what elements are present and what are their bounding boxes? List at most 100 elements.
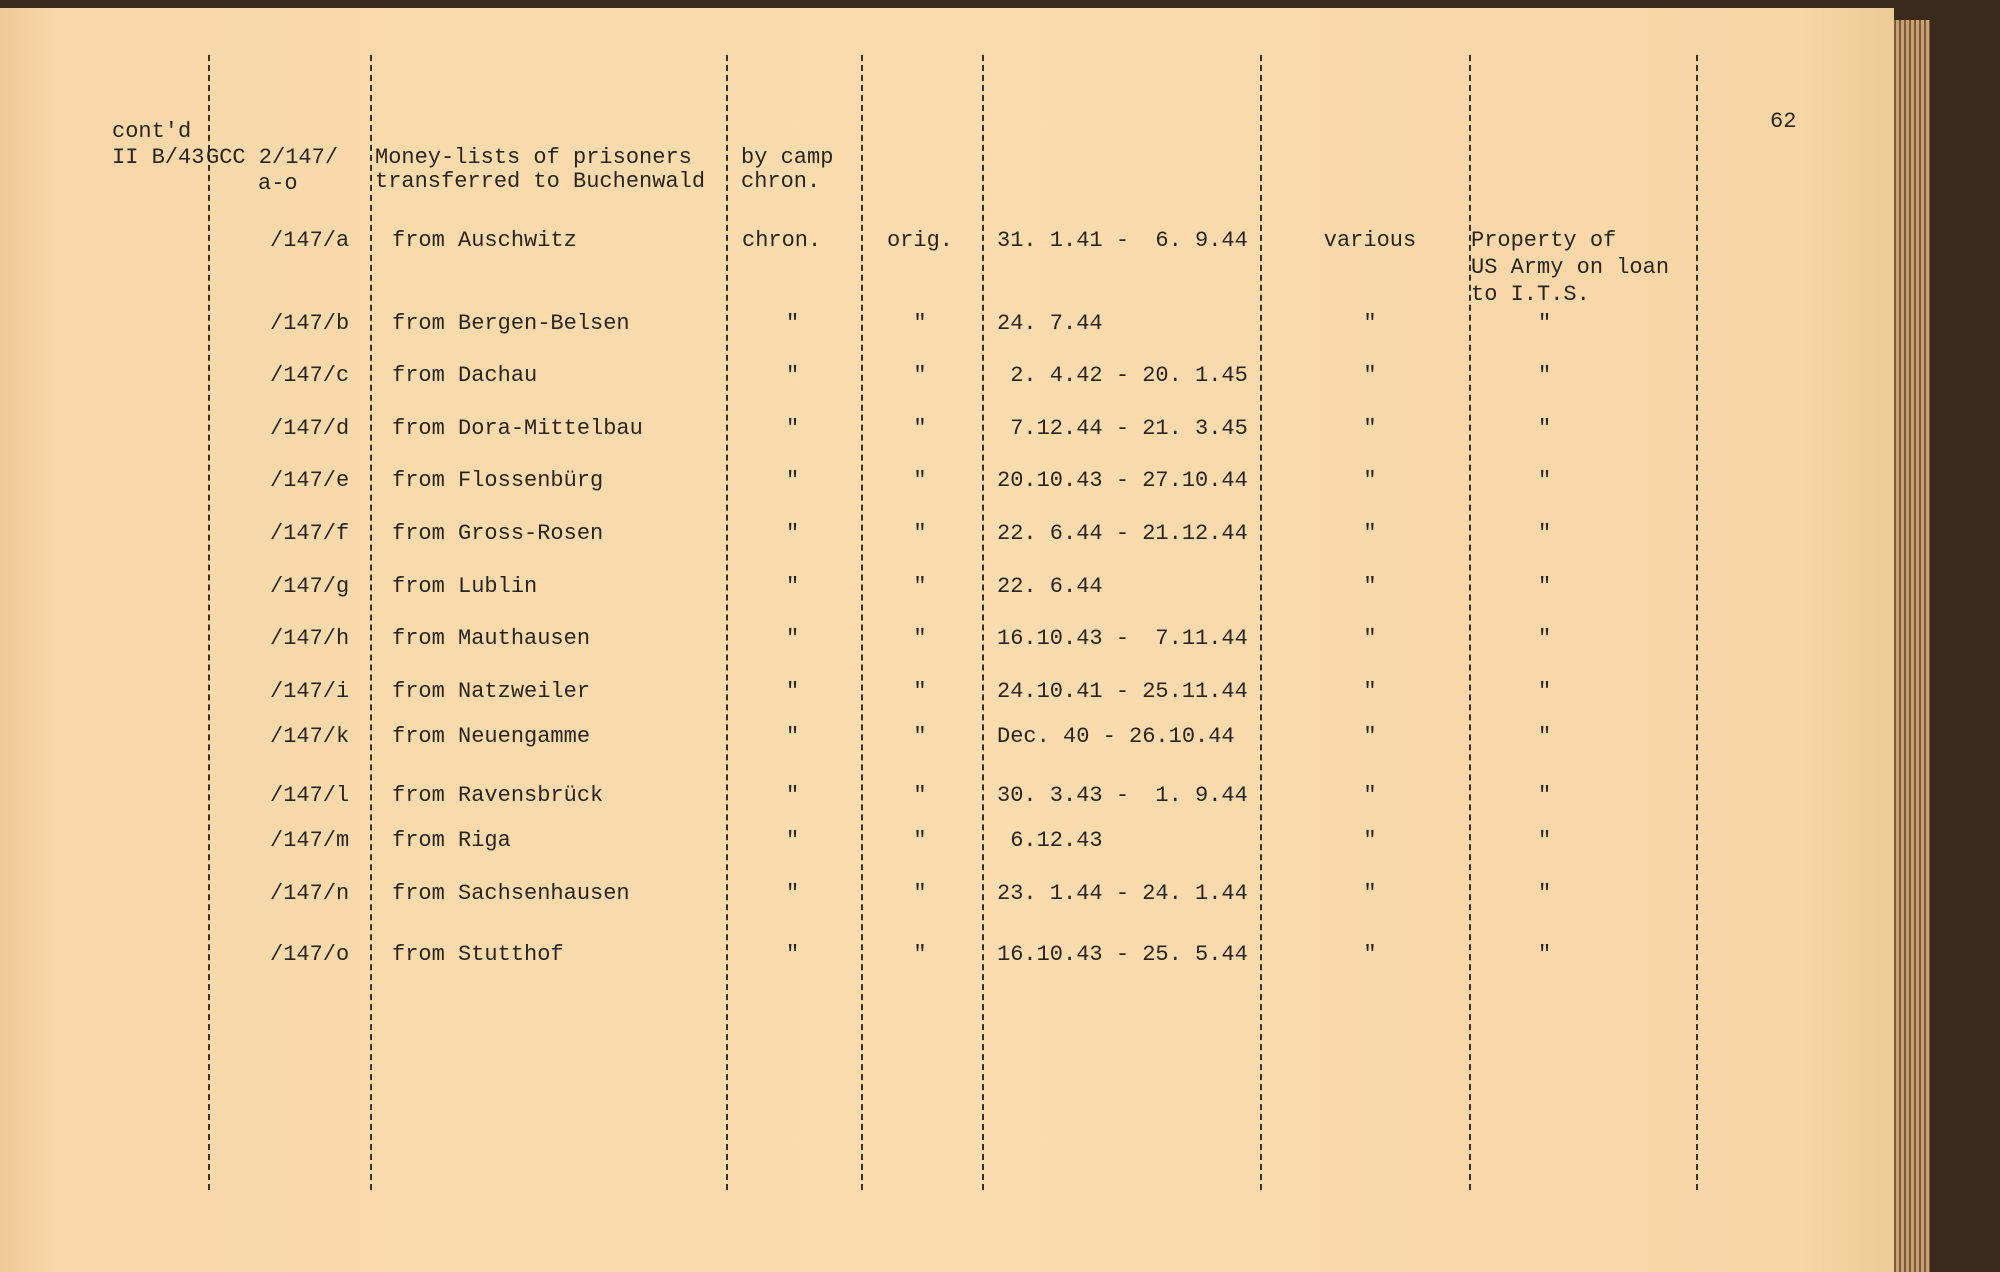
record-description: from Riga (392, 828, 511, 853)
date-range: 16.10.43 - 25. 5.44 (997, 942, 1248, 967)
language: " (1363, 783, 1377, 808)
arrangement-line1: by camp (741, 145, 834, 170)
remarks: " (1538, 521, 1552, 546)
remarks: " (1538, 724, 1552, 749)
arrangement: " (786, 724, 800, 749)
language: " (1363, 724, 1377, 749)
original-status: " (913, 942, 927, 967)
remarks: " (1538, 626, 1552, 651)
column-rule (370, 55, 372, 1190)
language: " (1363, 521, 1377, 546)
record-id: /147/b (270, 311, 350, 336)
record-description: from Gross-Rosen (392, 521, 604, 546)
original-status: orig. (886, 228, 953, 253)
remarks: " (1538, 828, 1552, 853)
column-rule (726, 55, 728, 1190)
record-number: GCC 2/147/ (206, 145, 339, 170)
arrangement: " (786, 679, 800, 704)
document-page (0, 8, 1894, 1272)
date-range: 22. 6.44 - 21.12.44 (997, 521, 1248, 546)
language: " (1363, 363, 1377, 388)
original-status: " (913, 311, 927, 336)
record-description: from Bergen-Belsen (392, 311, 630, 336)
language: " (1363, 942, 1377, 967)
remarks: " (1538, 416, 1552, 441)
description-line2: transferred to Buchenwald (375, 169, 706, 194)
arrangement: " (786, 521, 800, 546)
date-range: 24. 7.44 (997, 311, 1103, 336)
record-id: /147/a (270, 228, 350, 253)
original-status: " (913, 416, 927, 441)
original-status: " (913, 828, 927, 853)
page-number: 62 (1770, 109, 1797, 134)
arrangement: " (786, 783, 800, 808)
arrangement: " (786, 416, 800, 441)
original-status: " (913, 626, 927, 651)
record-id: /147/f (270, 521, 350, 546)
column-rule (861, 55, 863, 1190)
record-id: /147/m (270, 828, 350, 853)
book-page-edges (1894, 20, 1930, 1272)
date-range: 23. 1.44 - 24. 1.44 (997, 881, 1248, 906)
record-description: from Stutthof (392, 942, 564, 967)
record-id: /147/d (270, 416, 350, 441)
remarks: Property of US Army on loan to I.T.S. (1471, 228, 1670, 307)
language: " (1363, 416, 1377, 441)
arrangement: " (786, 468, 800, 493)
original-status: " (913, 574, 927, 599)
record-description: from Sachsenhausen (392, 881, 630, 906)
original-status: " (913, 363, 927, 388)
remarks: " (1538, 942, 1552, 967)
record-description: from Mauthausen (392, 626, 591, 651)
arrangement: " (786, 881, 800, 906)
record-id: /147/c (270, 363, 350, 388)
language: " (1363, 626, 1377, 651)
language: " (1363, 311, 1377, 336)
date-range: 2. 4.42 - 20. 1.45 (997, 363, 1248, 388)
column-rule (1260, 55, 1262, 1190)
record-description: from Natzweiler (392, 679, 591, 704)
language: " (1363, 881, 1377, 906)
arrangement: " (786, 942, 800, 967)
original-status: " (913, 783, 927, 808)
reference: II B/43 (112, 145, 205, 170)
record-id: /147/g (270, 574, 350, 599)
arrangement: " (786, 574, 800, 599)
original-status: " (913, 881, 927, 906)
date-range: 6.12.43 (997, 828, 1103, 853)
date-range: Dec. 40 - 26.10.44 (997, 724, 1235, 749)
remarks: " (1538, 574, 1552, 599)
record-description: from Lublin (392, 574, 538, 599)
description-line1: Money-lists of prisoners (375, 145, 692, 170)
column-rule (208, 55, 210, 1190)
date-range: 16.10.43 - 7.11.44 (997, 626, 1248, 651)
language: " (1363, 828, 1377, 853)
arrangement-line2: chron. (741, 169, 821, 194)
original-status: " (913, 468, 927, 493)
date-range: 24.10.41 - 25.11.44 (997, 679, 1248, 704)
remarks: " (1538, 468, 1552, 493)
remarks: " (1538, 783, 1552, 808)
record-id: /147/l (270, 783, 350, 808)
record-id: /147/n (270, 881, 350, 906)
record-description: from Dachau (392, 363, 538, 388)
remarks: " (1538, 679, 1552, 704)
record-id: /147/o (270, 942, 350, 967)
record-id: /147/h (270, 626, 350, 651)
date-range: 7.12.44 - 21. 3.45 (997, 416, 1248, 441)
arrangement: chron. (742, 228, 822, 253)
record-description: from Dora-Mittelbau (392, 416, 643, 441)
record-description: from Auschwitz (392, 228, 577, 253)
arrangement: " (786, 363, 800, 388)
arrangement: " (786, 311, 800, 336)
language: " (1363, 679, 1377, 704)
record-number-range: a-o (258, 171, 298, 196)
date-range: 30. 3.43 - 1. 9.44 (997, 783, 1248, 808)
original-status: " (913, 521, 927, 546)
language: " (1363, 574, 1377, 599)
arrangement: " (786, 828, 800, 853)
original-status: " (913, 679, 927, 704)
date-range: 20.10.43 - 27.10.44 (997, 468, 1248, 493)
contd-label: cont'd (112, 119, 192, 144)
remarks: " (1538, 881, 1552, 906)
